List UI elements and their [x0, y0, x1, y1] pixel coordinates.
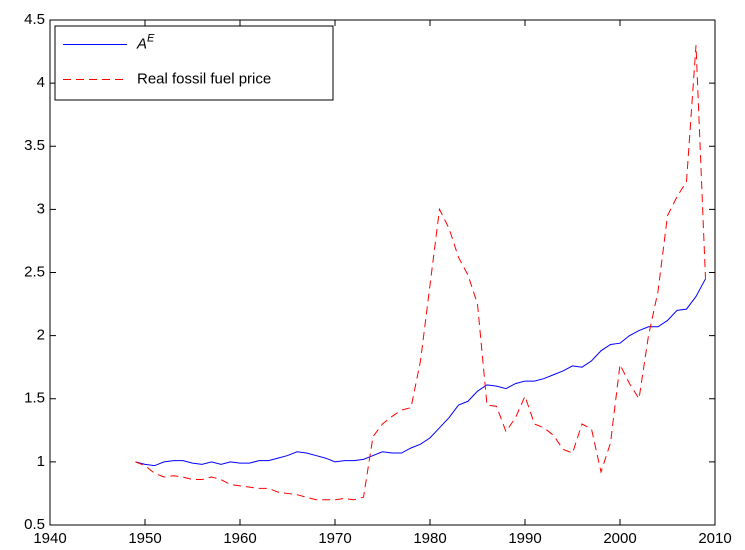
x-tick-label: 1970 [318, 530, 351, 547]
y-tick-label: 3.5 [24, 137, 45, 154]
y-tick-label: 1 [37, 453, 45, 470]
legend-name: A [136, 35, 147, 52]
y-tick-label: 2.5 [24, 263, 45, 280]
x-tick-label: 2000 [603, 530, 636, 547]
y-tick-label: 4.5 [24, 11, 45, 28]
series-line [135, 45, 706, 501]
plot-frame [49, 19, 716, 526]
y-tick-label: 0.5 [24, 516, 45, 533]
y-tick-label: 2 [37, 327, 45, 344]
x-tick-label: 2010 [698, 530, 731, 547]
legend-superscript: E [147, 32, 155, 44]
x-tick-label: 1960 [223, 530, 256, 547]
x-tick-label: 1950 [128, 530, 161, 547]
legend-box [54, 25, 334, 101]
legend-label: Real fossil fuel price [137, 70, 271, 87]
y-tick-label: 3 [37, 200, 45, 217]
x-tick-label: 1980 [413, 530, 446, 547]
x-tick-label: 1990 [508, 530, 541, 547]
y-tick-label: 4 [37, 74, 45, 91]
series-line [135, 278, 706, 467]
legend-name: Real fossil fuel price [137, 70, 271, 87]
y-tick-label: 1.5 [24, 390, 45, 407]
legend-label: AE [136, 32, 155, 52]
x-tick-label: 1940 [33, 530, 66, 547]
